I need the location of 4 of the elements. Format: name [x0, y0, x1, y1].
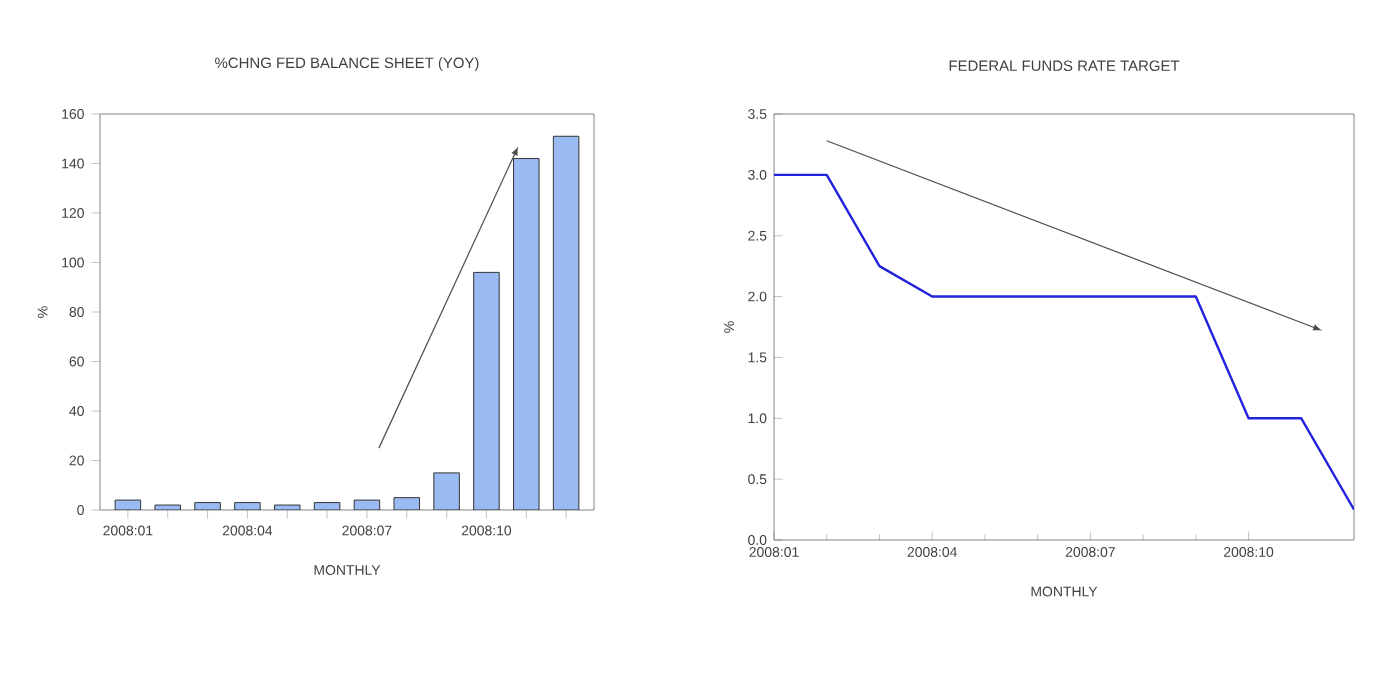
- bar: [552, 135, 580, 510]
- bar: [513, 158, 540, 510]
- bar: [473, 271, 500, 510]
- bar: [433, 472, 460, 510]
